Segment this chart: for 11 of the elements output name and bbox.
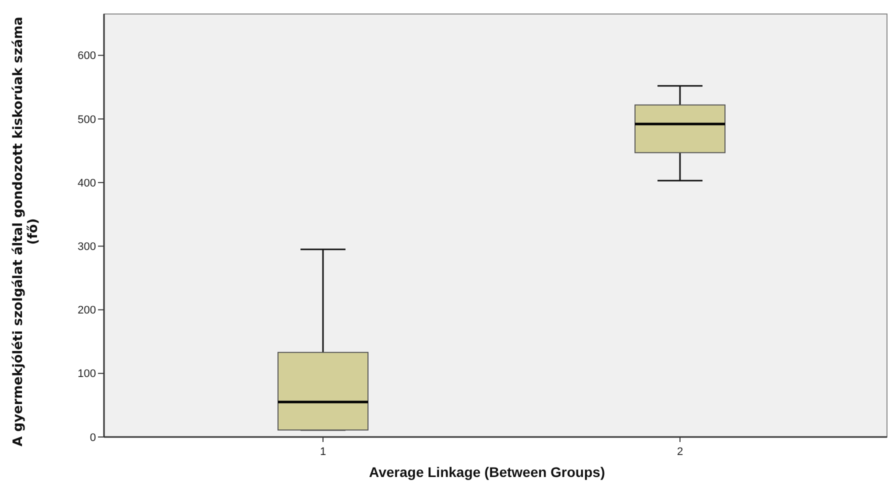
x-tick-label: 1 [320,446,326,458]
x-axis-title: Average Linkage (Between Groups) [369,464,605,480]
y-tick-label: 0 [90,432,96,444]
y-axis-title: A gyermekjóléti szolgálat által gondozott kiskorúak száma (fő) [11,16,41,446]
y-tick-label: 100 [78,368,96,380]
y-tick-label: 600 [78,50,96,62]
y-tick-label: 400 [78,177,96,190]
y-tick-label: 300 [78,241,96,254]
y-tick-label: 500 [78,114,96,126]
x-tick-label: 2 [676,446,684,458]
y-tick-label: 200 [78,304,96,317]
